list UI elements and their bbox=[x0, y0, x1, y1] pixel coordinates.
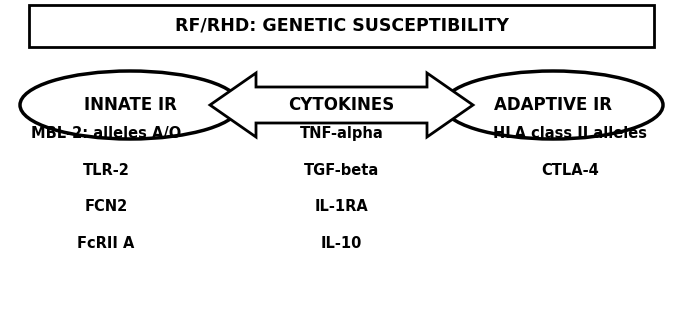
Ellipse shape bbox=[443, 71, 663, 139]
FancyBboxPatch shape bbox=[29, 5, 654, 47]
Text: CTLA-4: CTLA-4 bbox=[542, 162, 599, 178]
Ellipse shape bbox=[20, 71, 240, 139]
Text: HLA class II alleles: HLA class II alleles bbox=[493, 126, 647, 141]
Text: TLR-2: TLR-2 bbox=[83, 162, 129, 178]
Text: RF/RHD: GENETIC SUSCEPTIBILITY: RF/RHD: GENETIC SUSCEPTIBILITY bbox=[175, 17, 508, 35]
Text: IL-10: IL-10 bbox=[321, 236, 362, 251]
Text: FcRII A: FcRII A bbox=[77, 236, 135, 251]
Text: TGF-beta: TGF-beta bbox=[304, 162, 379, 178]
Text: IL-1RA: IL-1RA bbox=[315, 199, 368, 214]
Text: ADAPTIVE IR: ADAPTIVE IR bbox=[494, 96, 612, 114]
Text: INNATE IR: INNATE IR bbox=[83, 96, 176, 114]
Polygon shape bbox=[210, 73, 473, 137]
Text: FCN2: FCN2 bbox=[84, 199, 128, 214]
Text: TNF-alpha: TNF-alpha bbox=[300, 126, 383, 141]
Text: MBL-2: alleles A/O: MBL-2: alleles A/O bbox=[31, 126, 181, 141]
Text: CYTOKINES: CYTOKINES bbox=[288, 96, 395, 114]
